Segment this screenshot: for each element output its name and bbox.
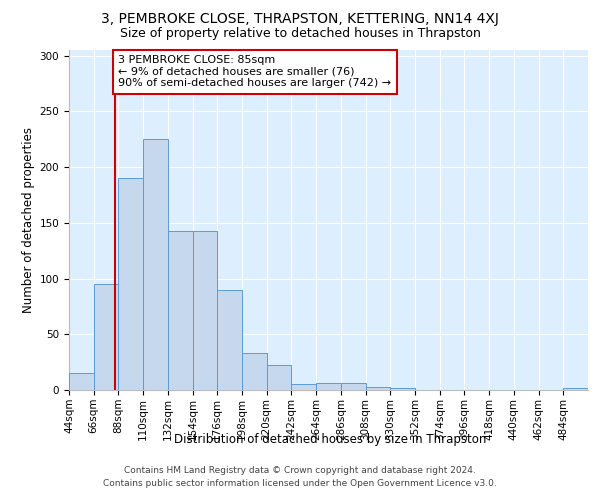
Bar bbox=[168, 230, 193, 390]
Bar bbox=[365, 386, 390, 390]
Y-axis label: Number of detached properties: Number of detached properties bbox=[22, 127, 35, 313]
Text: Distribution of detached houses by size in Thrapston: Distribution of detached houses by size … bbox=[174, 432, 486, 446]
Bar bbox=[292, 384, 316, 390]
Bar bbox=[316, 384, 341, 390]
Bar bbox=[341, 384, 365, 390]
Text: Contains HM Land Registry data © Crown copyright and database right 2024.
Contai: Contains HM Land Registry data © Crown c… bbox=[103, 466, 497, 487]
Bar bbox=[217, 290, 242, 390]
Text: 3 PEMBROKE CLOSE: 85sqm
← 9% of detached houses are smaller (76)
90% of semi-det: 3 PEMBROKE CLOSE: 85sqm ← 9% of detached… bbox=[118, 55, 392, 88]
Bar bbox=[94, 284, 118, 390]
Text: Size of property relative to detached houses in Thrapston: Size of property relative to detached ho… bbox=[119, 28, 481, 40]
Bar bbox=[242, 353, 267, 390]
Bar bbox=[390, 388, 415, 390]
Bar bbox=[69, 374, 94, 390]
Bar bbox=[118, 178, 143, 390]
Text: 3, PEMBROKE CLOSE, THRAPSTON, KETTERING, NN14 4XJ: 3, PEMBROKE CLOSE, THRAPSTON, KETTERING,… bbox=[101, 12, 499, 26]
Bar bbox=[143, 139, 168, 390]
Bar bbox=[563, 388, 588, 390]
Bar bbox=[193, 230, 217, 390]
Bar bbox=[267, 366, 292, 390]
